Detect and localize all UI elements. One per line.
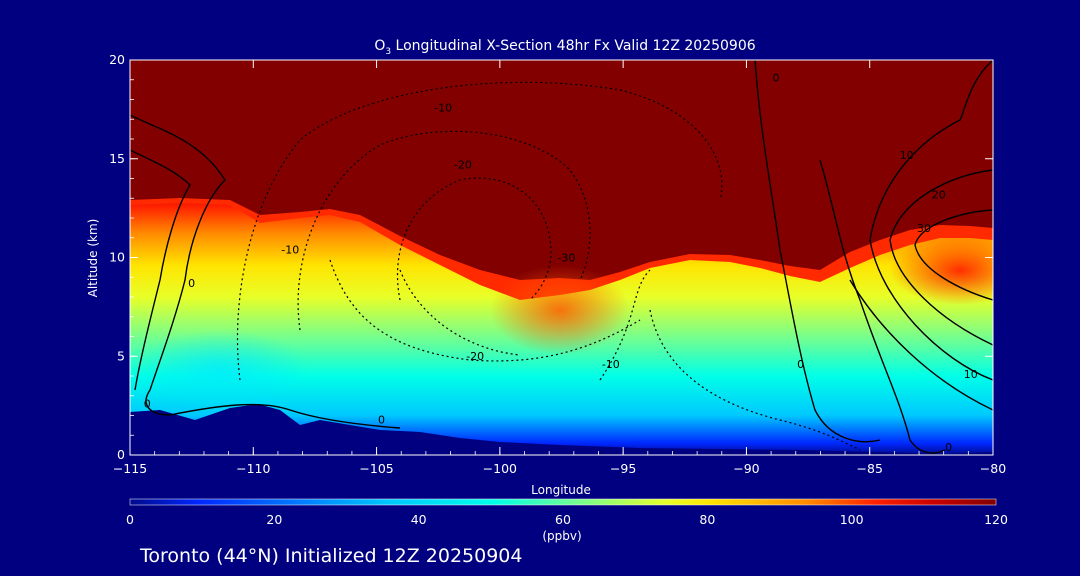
x-tick-label: −95 [610,461,636,476]
y-axis-label: Altitude (km) [86,219,100,298]
contour-label: -20 [466,350,484,363]
contour-label: 0 [797,358,804,371]
x-tick-label: −80 [980,461,1006,476]
x-tick-label: −100 [483,461,517,476]
contour-label: 0 [378,413,385,426]
contour-zero-east [754,60,881,443]
contour-label: 0 [945,441,952,454]
negative-contours [236,81,861,451]
colorbar [129,498,997,506]
contour-zero-west [130,114,226,416]
positive-contours [130,60,993,454]
contour-neg20-inner [396,177,552,301]
x-tick-label: −115 [113,461,147,476]
contour-label: -10 [434,101,452,114]
contour-label: -20 [454,159,472,172]
contour-neg10-outer [236,81,723,381]
y-tick-label: 10 [109,250,125,265]
terrain [130,404,993,455]
y-tick-label: 20 [109,52,125,67]
y-tick-label: 0 [117,447,125,462]
contour-label: -10 [281,244,299,257]
cyan-patch-west [130,330,310,410]
x-tick-label: −110 [236,461,270,476]
stratosphere-dark [130,60,993,280]
x-tick-label: −90 [733,461,759,476]
colorbar-tick-label: 120 [984,512,1008,527]
contour-zero-west-inner [130,149,191,391]
contour-30-east [914,209,993,301]
contour-label: 0 [773,72,780,85]
contour-20-east [889,169,993,346]
contour-neg20-lower [399,269,521,356]
contour-label: -30 [557,251,575,264]
colorbar-tick-label: 0 [126,512,134,527]
contour-label: 20 [932,188,946,201]
contour-10-east [869,60,993,381]
contour-label: 30 [917,222,931,235]
y-axis: 0 5 10 15 20 [109,52,993,462]
plot-area: -10 -20 -10 -20 -10 -30 0 0 0 0 0 10 20 30 10 0 [130,60,993,455]
contour-neg-east [649,309,861,451]
footer-caption: Toronto (44°N) Initialized 12Z 20250904 [139,545,523,567]
y-tick-label: 15 [109,151,125,166]
contour-label: 10 [900,149,914,162]
colorbar-unit: (ppbv) [542,529,581,543]
colorbar-tick-label: 100 [840,512,864,527]
colorbar-tick-label: 40 [411,512,427,527]
x-axis-label: Longitude [531,483,591,497]
colorbar-tick-label: 80 [699,512,715,527]
east-warm-patch [890,235,993,305]
chart-title: O3 Longitudinal X-Section 48hr Fx Valid … [374,38,755,57]
contour-lower-east [849,279,993,411]
contour-zero-east-2 [819,159,946,454]
colorbar-ticks: 0 20 40 60 80 100 120 [126,512,1008,527]
trough-orange [490,265,630,355]
contour-zero-low [169,403,401,429]
colorbar-tick-label: 60 [555,512,571,527]
contour-label: 0 [144,398,151,411]
y-tick-label: 5 [117,348,125,363]
x-tick-label: −85 [857,461,883,476]
contour-label: -10 [602,358,620,371]
x-axis: −115 −110 −105 −100 −95 −90 −85 −80 [113,60,1006,476]
contour-labels: -10 -20 -10 -20 -10 -30 0 0 0 0 0 10 20 30 10 0 [144,72,978,454]
contour-neg20-outer [297,130,591,331]
contour-label: 10 [964,368,978,381]
contour-label: 0 [188,277,195,290]
x-tick-label: −105 [359,461,393,476]
colorbar-tick-label: 20 [266,512,282,527]
contour-neg10-mid [599,269,651,381]
